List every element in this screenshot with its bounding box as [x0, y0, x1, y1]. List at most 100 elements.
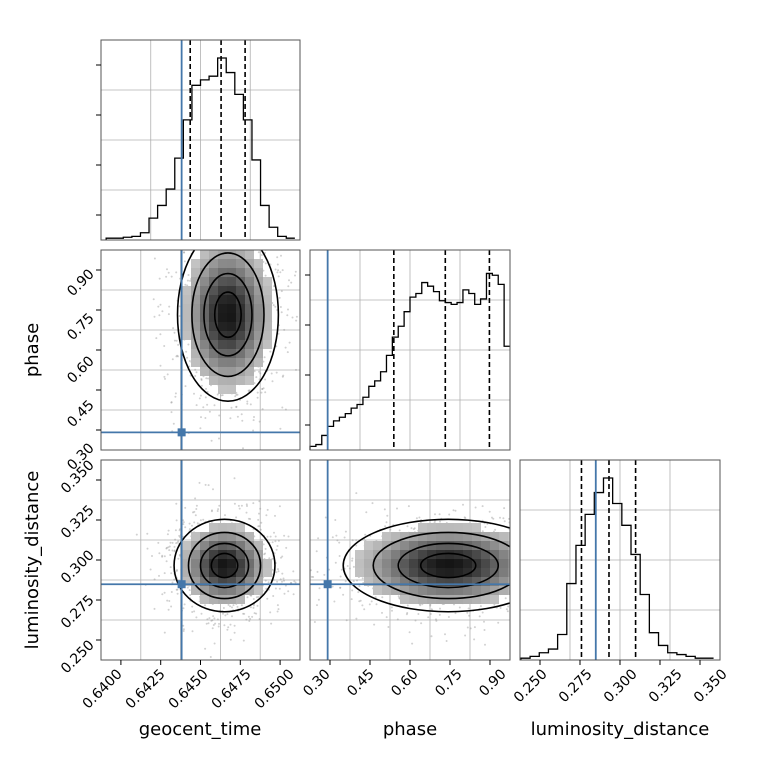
density-cell [200, 541, 209, 550]
contour-line [397, 542, 500, 589]
scatter-point [157, 541, 160, 544]
density-cell [236, 349, 245, 358]
density-cell [418, 532, 427, 541]
scatter-point [213, 404, 216, 407]
scatter-point [177, 343, 180, 346]
density-cell [209, 322, 218, 331]
scatter-point [358, 585, 361, 588]
scatter-point [346, 565, 349, 567]
scatter-point [493, 603, 496, 606]
scatter-point [175, 542, 178, 545]
scatter-point [240, 413, 243, 416]
density-cell [236, 268, 245, 277]
density-cell [218, 358, 227, 367]
density-cell [218, 523, 227, 532]
scatter-point [274, 587, 277, 590]
density-cell [481, 559, 490, 568]
density-cell [400, 559, 409, 568]
scatter-point [200, 384, 203, 387]
density-cell [236, 568, 245, 577]
scatter-point [199, 427, 202, 430]
density-cell [209, 358, 218, 367]
scatter-point [256, 391, 259, 394]
density-cell [191, 559, 200, 568]
density-cell [200, 250, 209, 259]
scatter-point [179, 528, 182, 531]
density-cell [481, 586, 490, 595]
density-cell [427, 532, 436, 541]
scatter-point [429, 613, 432, 615]
density-cell [254, 295, 263, 304]
density-cell [191, 349, 200, 358]
scatter-point [454, 612, 457, 615]
density-cell [191, 568, 200, 577]
scatter-point [504, 597, 507, 600]
scatter-point [249, 403, 252, 406]
scatter-point [276, 580, 279, 583]
density-cell [400, 586, 409, 595]
density-cell [227, 586, 236, 595]
density-cell [436, 523, 445, 532]
scatter-point [266, 508, 269, 511]
density-cell [409, 568, 418, 577]
density-cell [382, 532, 391, 541]
scatter-point [204, 604, 206, 607]
scatter-point [356, 579, 358, 582]
scatter-point [492, 517, 495, 520]
scatter-point [274, 540, 277, 543]
scatter-point [233, 477, 236, 480]
scatter-panel-5 [304, 459, 513, 665]
scatter-point [207, 377, 210, 380]
density-cell [209, 532, 218, 541]
density-cell [427, 550, 436, 559]
density-cell [245, 586, 254, 595]
density-cell [209, 250, 218, 259]
tick-label: 0.250 [511, 666, 551, 706]
scatter-point [287, 285, 290, 288]
density-cell [418, 586, 427, 595]
scatter-point [264, 262, 267, 265]
scatter-point [264, 274, 267, 277]
density-cell [245, 550, 254, 559]
scatter-point [191, 611, 194, 613]
scatter-point [195, 508, 198, 510]
scatter-point [273, 248, 275, 250]
density-cell [254, 313, 263, 322]
scatter-point [171, 549, 174, 552]
scatter-point [182, 519, 185, 522]
density-cell [427, 541, 436, 550]
truth-marker [177, 428, 186, 437]
scatter-point [183, 251, 185, 254]
scatter-point [173, 578, 176, 581]
density-cell [499, 568, 508, 577]
scatter-point [420, 622, 423, 625]
density-cell [254, 559, 263, 568]
scatter-point [217, 508, 220, 511]
scatter-point [484, 526, 487, 528]
contour-line [187, 531, 262, 600]
scatter-point [202, 406, 205, 409]
scatter-point [232, 604, 235, 607]
density-cell [472, 568, 481, 577]
scatter-point [172, 422, 175, 425]
scatter-point [238, 247, 240, 249]
density-cell [454, 532, 463, 541]
density-cell [236, 523, 245, 532]
density-cell [254, 358, 263, 367]
scatter-point [248, 620, 251, 622]
scatter-point [304, 512, 306, 514]
scatter-point [291, 316, 294, 319]
scatter-point [263, 356, 266, 359]
density-cell [382, 568, 391, 577]
density-cell [200, 577, 209, 586]
scatter-point [176, 592, 179, 595]
scatter-point [280, 311, 283, 314]
tick-label: 0.45 [344, 666, 377, 699]
scatter-point [258, 370, 260, 373]
scatter-point [163, 375, 166, 378]
density-cell [218, 559, 227, 568]
density-cell [499, 532, 508, 541]
scatter-point [511, 537, 513, 539]
density-cell [182, 313, 191, 322]
histogram-panel-2 [519, 459, 721, 665]
